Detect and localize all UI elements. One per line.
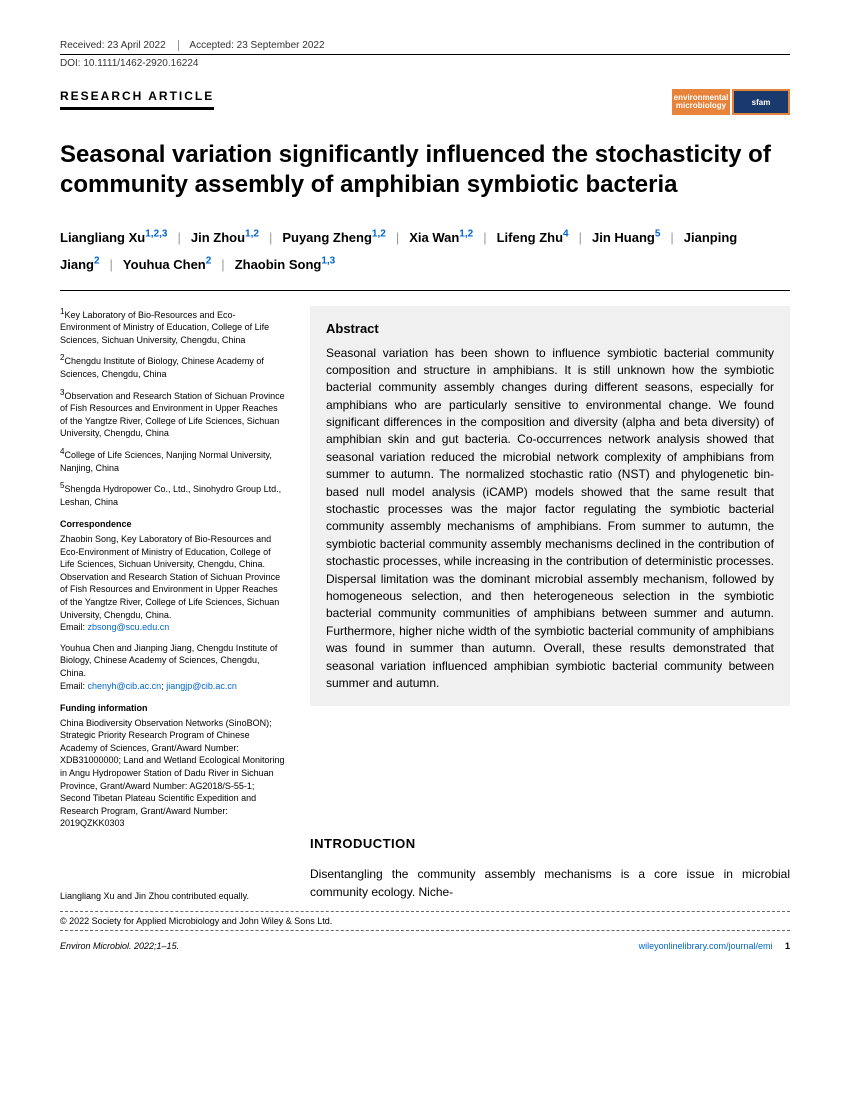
affiliation: 2Chengdu Institute of Biology, Chinese A…: [60, 352, 285, 380]
journal-logo-icon: environmental microbiology: [672, 89, 730, 115]
funding-heading: Funding information: [60, 702, 285, 715]
author-list: Liangliang Xu1,2,3|Jin Zhou1,2|Puyang Zh…: [60, 225, 790, 291]
page-number: 1: [785, 941, 790, 951]
sidebar-info: 1Key Laboratory of Bio-Resources and Eco…: [60, 306, 285, 907]
received-date: Received: 23 April 2022: [60, 40, 166, 51]
intro-heading: INTRODUCTION: [310, 836, 790, 851]
journal-url-link[interactable]: wileyonlinelibrary.com/journal/emi: [639, 941, 773, 951]
page-title: Seasonal variation significantly influen…: [60, 140, 790, 200]
abstract-text: Seasonal variation has been shown to inf…: [326, 345, 774, 693]
author: Puyang Zheng1,2: [282, 230, 385, 245]
author: Liangliang Xu1,2,3: [60, 230, 167, 245]
affiliation: 5Shengda Hydropower Co., Ltd., Sinohydro…: [60, 480, 285, 508]
abstract-box: Abstract Seasonal variation has been sho…: [310, 306, 790, 707]
author: Jin Huang5: [592, 230, 660, 245]
affiliation: 3Observation and Research Station of Sic…: [60, 387, 285, 440]
header-meta: Received: 23 April 2022 Accepted: 23 Sep…: [60, 40, 790, 55]
author: Youhua Chen2: [123, 257, 211, 272]
article-type: RESEARCH ARTICLE: [60, 89, 214, 110]
author: Xia Wan1,2: [409, 230, 473, 245]
accepted-date: Accepted: 23 September 2022: [189, 40, 324, 51]
affiliation: 4College of Life Sciences, Nanjing Norma…: [60, 446, 285, 474]
doi: DOI: 10.1111/1462-2920.16224: [60, 58, 790, 69]
footer-bar: Environ Microbiol. 2022;1–15. wileyonlin…: [60, 937, 790, 951]
correspondence-text: Zhaobin Song, Key Laboratory of Bio-Reso…: [60, 533, 285, 621]
corr-email-link[interactable]: jiangjp@cib.ac.cn: [166, 681, 237, 691]
funding-text: China Biodiversity Observation Networks …: [60, 717, 285, 830]
publisher-logos: environmental microbiology sfam: [672, 89, 790, 115]
introduction-section: INTRODUCTION Disentangling the community…: [310, 836, 790, 901]
sfam-logo-icon: sfam: [732, 89, 790, 115]
abstract-heading: Abstract: [326, 320, 774, 339]
equal-contribution-note: Liangliang Xu and Jin Zhou contributed e…: [60, 890, 285, 907]
journal-citation: Environ Microbiol. 2022;1–15.: [60, 941, 179, 951]
author: Lifeng Zhu4: [497, 230, 569, 245]
corr-email-link[interactable]: chenyh@cib.ac.cn: [88, 681, 162, 691]
intro-text: Disentangling the community assembly mec…: [310, 865, 790, 901]
correspondence-text2: Youhua Chen and Jianping Jiang, Chengdu …: [60, 642, 285, 680]
author: Jin Zhou1,2: [191, 230, 259, 245]
copyright-note: © 2022 Society for Applied Microbiology …: [60, 911, 790, 931]
author: Zhaobin Song1,3: [235, 257, 336, 272]
correspondence-heading: Correspondence: [60, 518, 285, 531]
affiliation: 1Key Laboratory of Bio-Resources and Eco…: [60, 306, 285, 347]
corr-email-link[interactable]: zbsong@scu.edu.cn: [88, 622, 170, 632]
